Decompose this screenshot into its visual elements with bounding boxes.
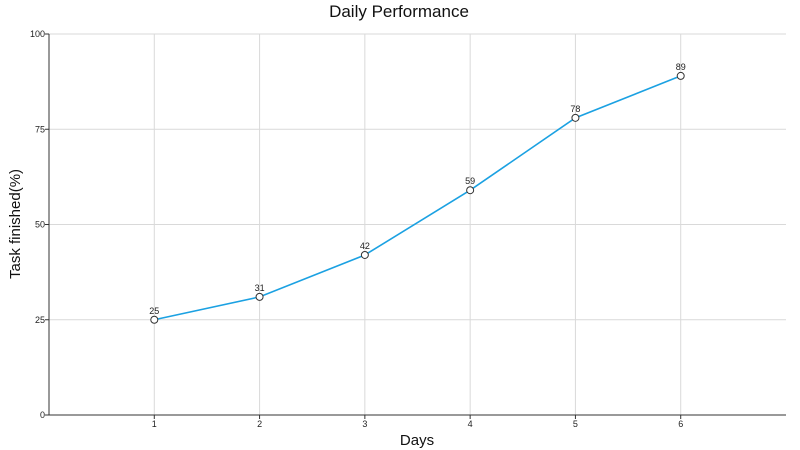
x-tick-label: 3 — [362, 419, 367, 429]
data-point[interactable] — [255, 292, 264, 301]
x-tick-label: 4 — [468, 419, 473, 429]
data-point[interactable] — [676, 71, 685, 80]
chart-title: Daily Performance — [329, 2, 469, 21]
series-line — [154, 75, 682, 321]
x-tick-label: 5 — [573, 419, 578, 429]
series-group: 25 31 42 59 78 89 — [149, 62, 686, 324]
y-tick-label: 25 — [35, 315, 45, 325]
data-label: 42 — [360, 241, 370, 251]
y-axis-label: Task finished(%) — [7, 169, 24, 279]
y-tick-label: 0 — [40, 410, 45, 420]
y-tick-label: 50 — [35, 220, 45, 230]
horizontal-gridlines — [49, 33, 786, 321]
y-tick-label: 100 — [30, 29, 45, 39]
data-label: 25 — [149, 306, 159, 316]
data-label: 78 — [570, 104, 580, 114]
y-axis-ticks: 0 25 50 75 100 — [30, 29, 49, 420]
y-tick-label: 75 — [35, 124, 45, 134]
x-tick-label: 6 — [678, 419, 683, 429]
x-axis-label: Days — [400, 432, 434, 449]
x-axis-ticks: 1 2 3 4 5 6 — [152, 415, 683, 429]
data-label: 31 — [255, 283, 265, 293]
data-label: 89 — [676, 62, 686, 72]
data-point[interactable] — [150, 315, 159, 324]
data-point[interactable] — [466, 186, 475, 195]
data-point[interactable] — [571, 113, 580, 122]
data-label: 59 — [465, 176, 475, 186]
x-tick-label: 2 — [257, 419, 262, 429]
data-point[interactable] — [360, 250, 369, 259]
x-tick-label: 1 — [152, 419, 157, 429]
